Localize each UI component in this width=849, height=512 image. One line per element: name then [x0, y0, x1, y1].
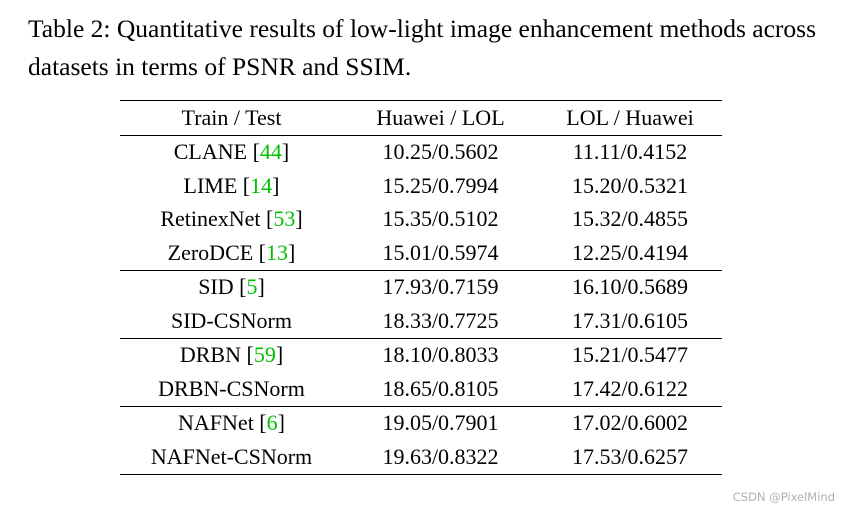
method-text: LIME [: [183, 172, 251, 198]
table-row: CLANE [44] 10.25/0.5602 11.11/0.4152: [120, 135, 722, 169]
method-text: DRBN [: [179, 342, 254, 368]
value-cell: 16.10/0.5689: [538, 269, 722, 304]
value-cell: 12.25/0.4194: [571, 239, 689, 265]
value-cell: 15.32/0.4855: [571, 206, 689, 232]
value-cell: 18.65/0.8105: [382, 375, 499, 401]
value-cell: 15.21/0.5477: [538, 337, 722, 372]
citation: 44: [259, 139, 282, 165]
citation: 53: [273, 206, 296, 232]
citation: 59: [253, 342, 276, 368]
method-cell: DRBN [59]: [120, 337, 343, 372]
citation: 13: [266, 239, 289, 265]
method-text: SID [: [198, 274, 247, 300]
watermark: CSDN @PixelMind: [732, 490, 835, 504]
method-cell: DRBN-CSNorm: [120, 372, 343, 406]
value-cell: 19.05/0.7901: [343, 405, 538, 440]
value-cell: 17.53/0.6257: [538, 440, 722, 475]
method-cell: NAFNet [6]: [120, 405, 343, 440]
method-cell: RetinexNet [53]: [120, 203, 343, 237]
method-cell: LIME [14]: [120, 169, 343, 203]
method-text: SID-CSNorm: [170, 307, 292, 333]
table-row: DRBN [59] 18.10/0.8033 15.21/0.5477: [120, 337, 722, 372]
method-text: ]: [275, 342, 284, 368]
table-row: ZeroDCE [13] 15.01/0.5974 12.25/0.4194: [120, 236, 722, 270]
method-cell: SID [5]: [120, 269, 343, 304]
method-text: CLANE [: [173, 139, 260, 165]
header-row: Train / Test Huawei / LOL LOL / Huawei: [120, 100, 722, 136]
table-row: SID-CSNorm 18.33/0.7725 17.31/0.6105: [120, 304, 722, 338]
citation: 14: [250, 172, 273, 198]
caption: Table 2: Quantitative results of low-lig…: [28, 14, 816, 81]
citation: 6: [266, 410, 278, 436]
method-text: RetinexNet [: [160, 206, 274, 232]
method-text: ]: [257, 274, 265, 300]
value-cell: 11.11/0.4152: [572, 139, 688, 165]
method-text: NAFNet-CSNorm: [150, 443, 313, 469]
table-row: RetinexNet [53] 15.35/0.5102 15.32/0.4855: [120, 203, 722, 237]
table-head: Train / Test Huawei / LOL LOL / Huawei: [120, 100, 722, 136]
value-cell: 17.93/0.7159: [343, 269, 538, 304]
value-cell: 18.10/0.8033: [343, 337, 538, 372]
method-text: ]: [288, 239, 296, 265]
method-text: ZeroDCE [: [167, 239, 267, 265]
table-row: DRBN-CSNorm 18.65/0.8105 17.42/0.6122: [120, 372, 722, 406]
method-cell: SID-CSNorm: [120, 304, 343, 338]
value-cell: 17.42/0.6122: [571, 375, 689, 401]
method-text: ]: [272, 172, 280, 198]
table-row: NAFNet-CSNorm 19.63/0.8322 17.53/0.6257: [120, 440, 722, 475]
value-cell: 17.02/0.6002: [538, 405, 722, 440]
value-cell: 15.25/0.7994: [382, 172, 499, 198]
value-cell: 15.20/0.5321: [571, 172, 689, 198]
method-text: NAFNet [: [178, 410, 267, 436]
value-cell: 15.35/0.5102: [382, 206, 499, 232]
value-cell: 19.63/0.8322: [343, 440, 538, 475]
value-cell: 18.33/0.7725: [382, 307, 499, 333]
table-body: CLANE [44] 10.25/0.5602 11.11/0.4152 LIME […: [120, 135, 722, 475]
method-text: ]: [281, 139, 290, 165]
method-text: ]: [295, 206, 303, 232]
header-cell: Train / Test: [120, 100, 343, 136]
method-cell: CLANE [44]: [120, 135, 343, 169]
value-cell: 17.31/0.6105: [571, 307, 689, 333]
table-row: LIME [14] 15.25/0.7994 15.20/0.5321: [120, 169, 722, 203]
method-text: DRBN-CSNorm: [158, 375, 305, 401]
method-cell: NAFNet-CSNorm: [120, 440, 343, 475]
header-cell: Huawei / LOL: [343, 100, 538, 136]
table-row: SID [5] 17.93/0.7159 16.10/0.5689: [120, 269, 722, 304]
value-cell: 15.01/0.5974: [382, 239, 499, 265]
citation: 5: [246, 274, 258, 300]
header-cell: LOL / Huawei: [538, 100, 722, 136]
method-cell: ZeroDCE [13]: [120, 236, 343, 270]
table-row: NAFNet [6] 19.05/0.7901 17.02/0.6002: [120, 405, 722, 440]
value-cell: 10.25/0.5602: [382, 139, 499, 165]
method-text: ]: [277, 410, 285, 436]
results-table: Train / Test Huawei / LOL LOL / Huawei C…: [120, 100, 722, 475]
